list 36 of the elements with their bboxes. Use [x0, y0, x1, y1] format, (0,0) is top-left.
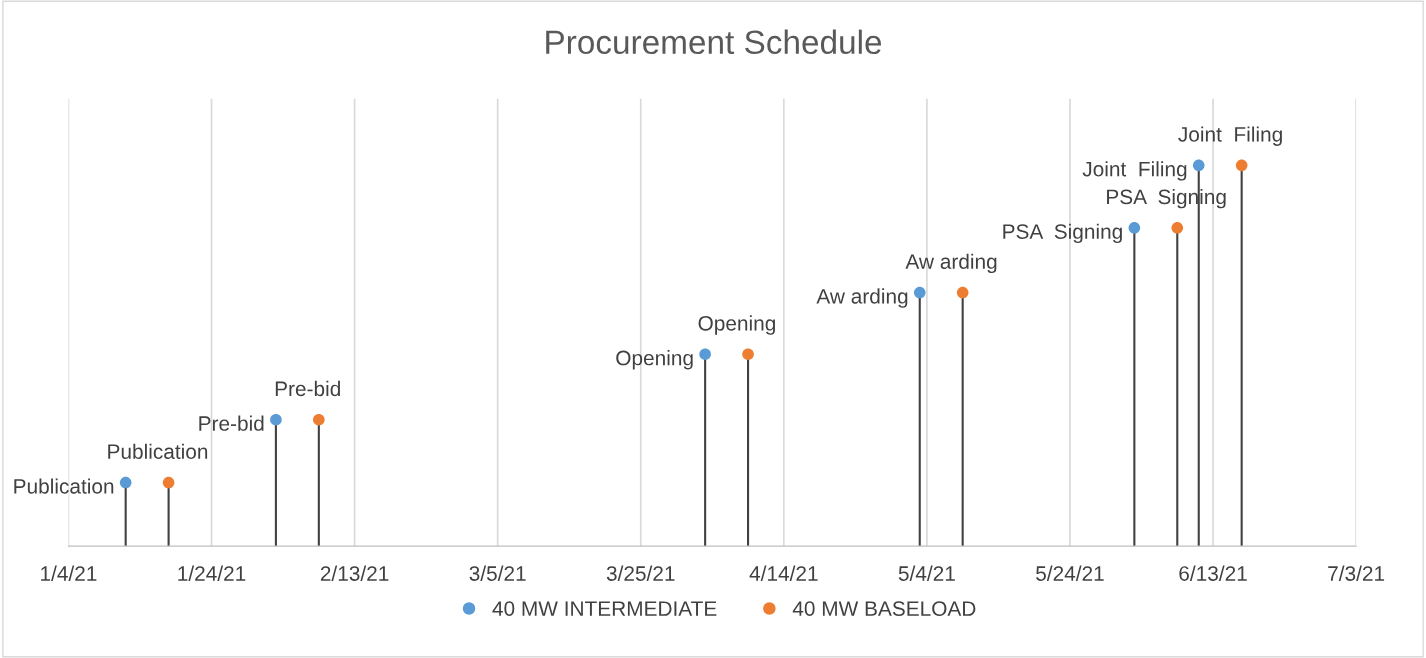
annotation: PSA Signing — [1003, 223, 1122, 244]
x-tick-label: 3/5/21 — [469, 565, 526, 581]
point — [313, 413, 325, 426]
chart-title: Procurement Schedule — [546, 29, 882, 55]
point — [1128, 221, 1141, 234]
point — [699, 348, 711, 361]
x-tick-label: 5/4/21 — [898, 565, 955, 581]
x-tick-label: 2/13/21 — [320, 565, 389, 581]
x-tick-label: 6/13/21 — [1179, 565, 1247, 581]
x-tick-label: 5/24/21 — [1036, 565, 1104, 581]
annotation: Joint Filing — [1082, 161, 1187, 181]
x-tick-label: 1/24/21 — [178, 565, 246, 581]
annotation: Pre-bid — [199, 415, 264, 431]
point — [1192, 159, 1205, 172]
x-tick-label: 3/25/21 — [606, 565, 675, 581]
point — [913, 286, 926, 299]
point — [162, 476, 175, 489]
annotation: Opening — [698, 315, 775, 335]
point — [1171, 221, 1184, 234]
point — [270, 413, 282, 426]
annotation: Publication — [14, 478, 114, 494]
annotation: Pre-bid — [275, 380, 340, 397]
x-tick-label: 1/4/21 — [41, 565, 97, 581]
annotation: Joint Filing — [1178, 126, 1282, 146]
legend-label: 40 MW INTERMEDIATE — [492, 601, 717, 616]
annotation: Aw arding — [816, 288, 908, 308]
annotation: Aw arding — [905, 253, 997, 274]
annotation: Opening — [616, 350, 693, 370]
x-tick-label: 4/14/21 — [749, 565, 818, 581]
point — [742, 348, 754, 361]
x-tick-label: 7/3/21 — [1328, 565, 1385, 581]
point — [1235, 159, 1248, 172]
legend-label: 40 MW BASELOAD — [792, 601, 976, 616]
annotation: Publication — [108, 443, 208, 459]
point — [956, 286, 969, 299]
point — [119, 476, 132, 489]
